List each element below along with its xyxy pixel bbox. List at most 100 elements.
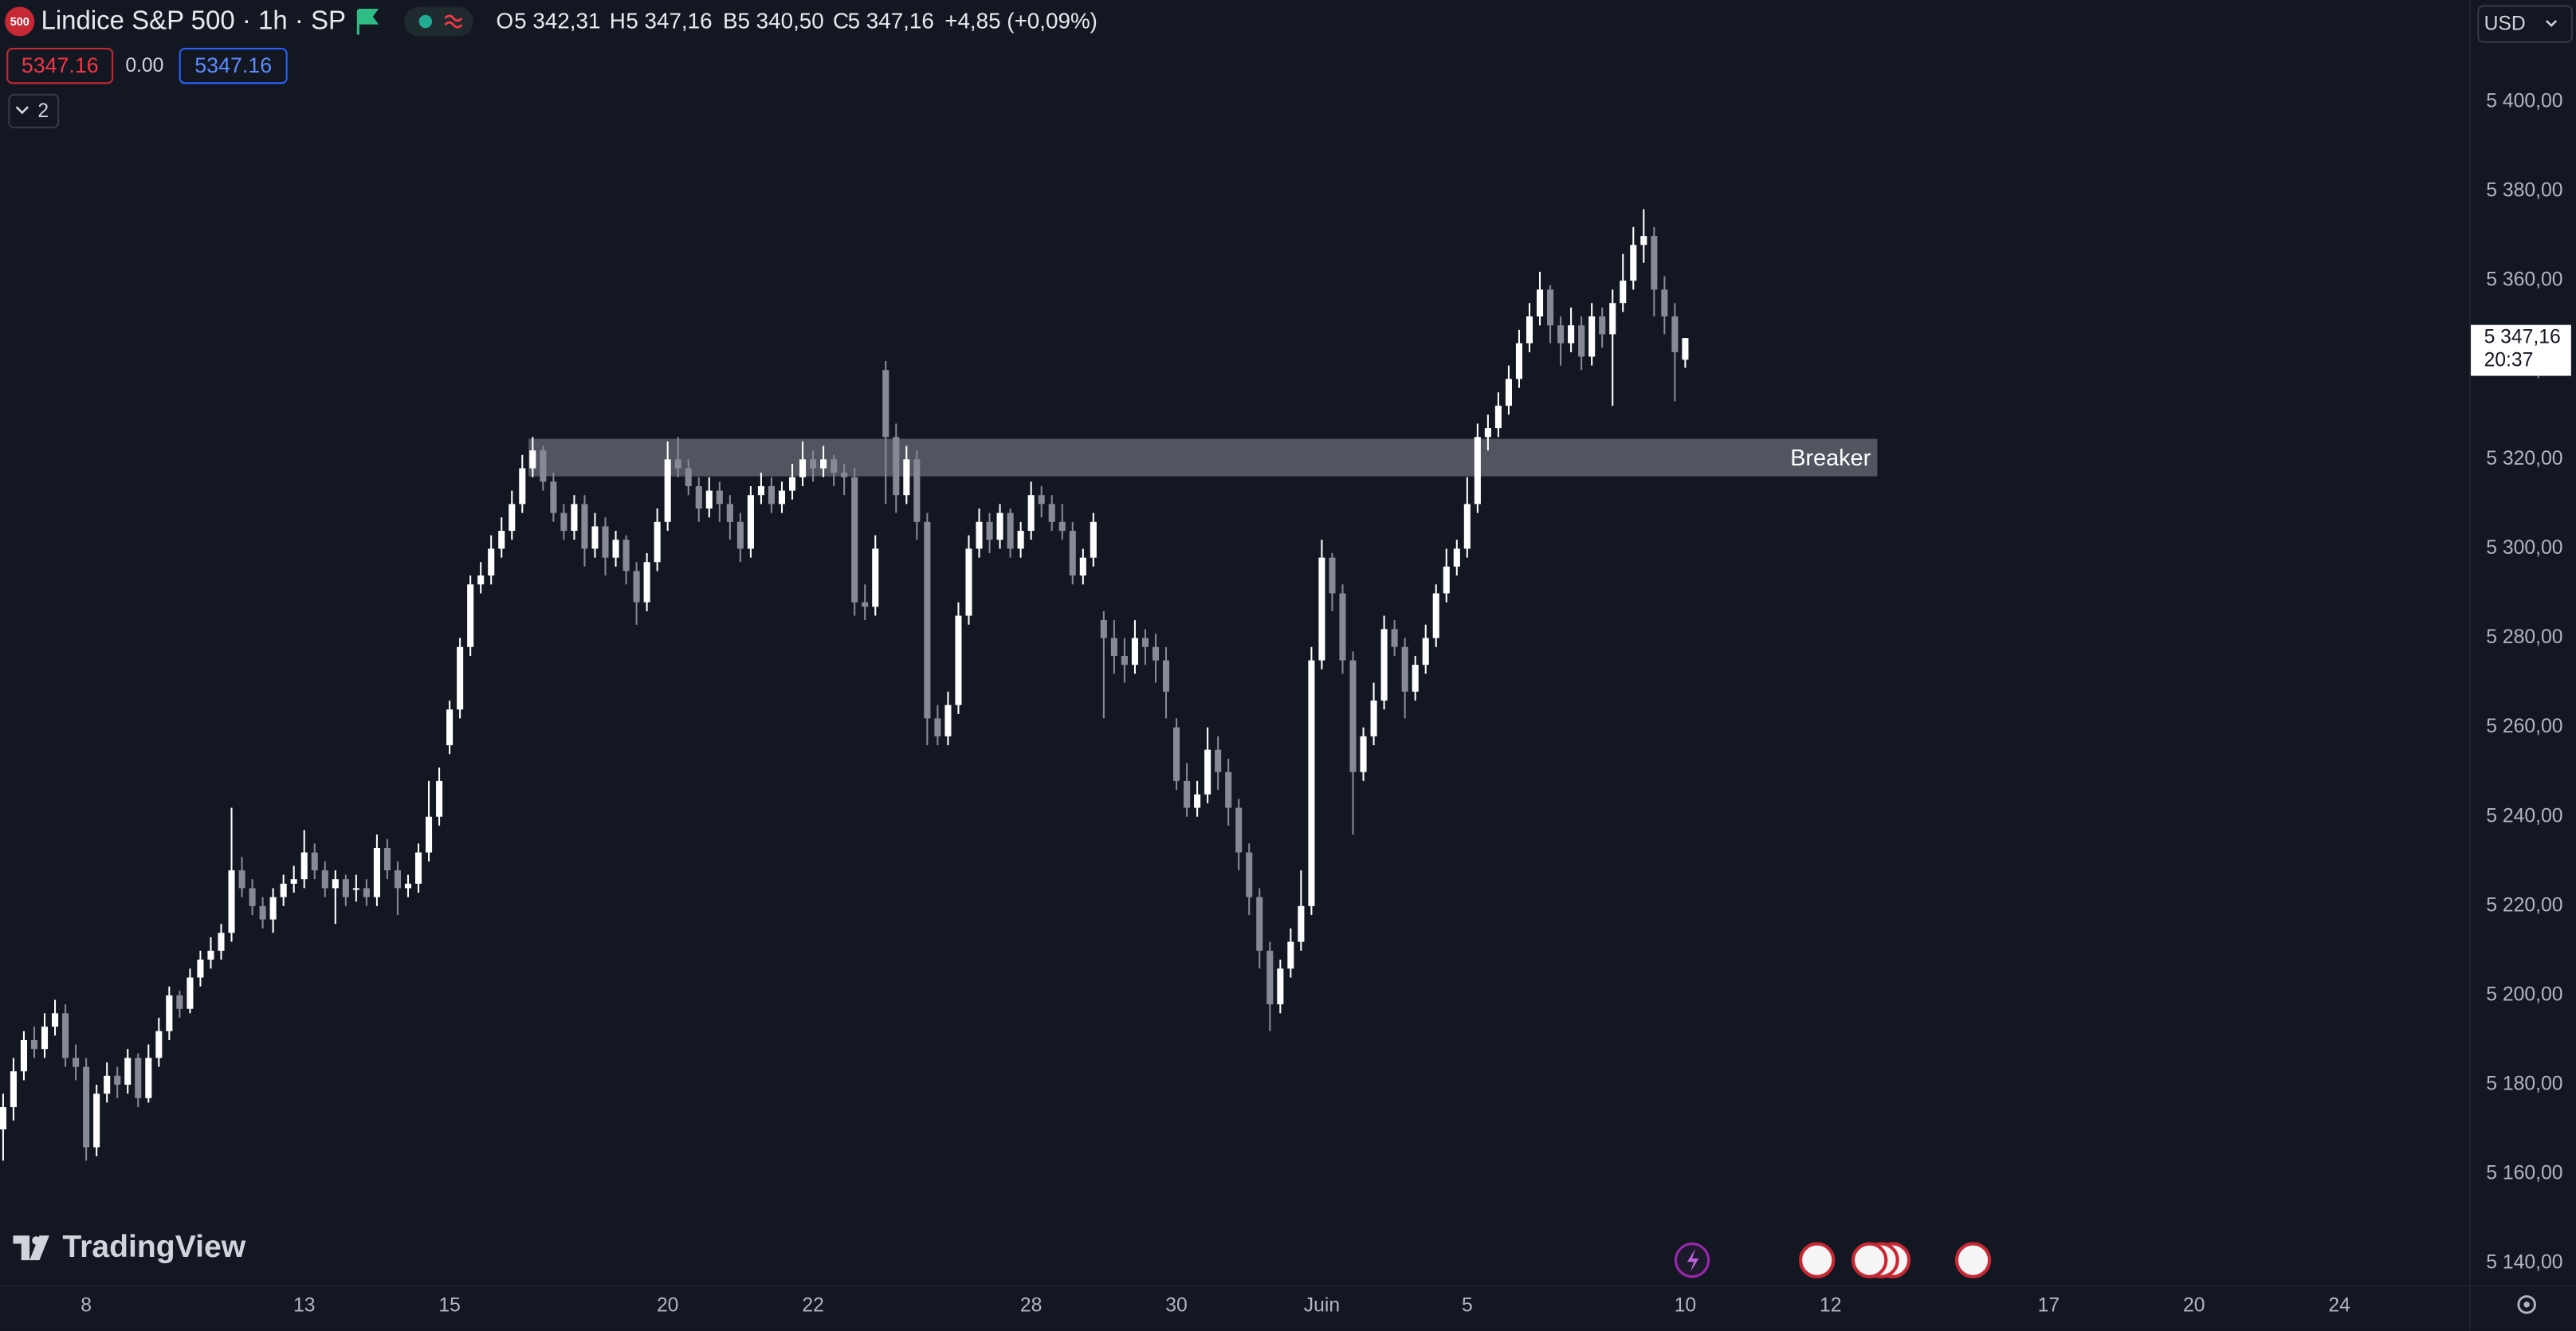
candle-body <box>1079 557 1086 576</box>
candle-body <box>581 504 588 549</box>
candle-body <box>1453 548 1460 567</box>
candle-body <box>135 1058 142 1098</box>
candle-body <box>872 548 879 607</box>
candle-body <box>176 995 183 1009</box>
candle-body <box>1131 638 1138 666</box>
candle-body <box>73 1058 80 1067</box>
candle-body <box>446 709 454 746</box>
candle-body <box>1568 325 1575 344</box>
candle-body <box>1100 620 1107 638</box>
x-tick-label: 8 <box>80 1294 92 1316</box>
candle-body <box>228 870 235 933</box>
x-tick-label: 15 <box>438 1294 461 1316</box>
candle-body <box>383 847 391 870</box>
sell-button[interactable] <box>6 47 114 84</box>
candle-body <box>166 995 173 1031</box>
flag-icon[interactable] <box>356 9 379 35</box>
candle-body <box>944 705 952 736</box>
candle-body <box>509 504 516 532</box>
candle-body <box>820 459 827 469</box>
candle-body <box>674 459 681 469</box>
candle-body <box>300 852 308 880</box>
candle-body <box>1557 325 1565 344</box>
candle-body <box>934 718 941 736</box>
candle-body <box>352 888 359 890</box>
candle-body <box>1194 794 1201 808</box>
candle-body <box>841 473 848 477</box>
candle-body <box>1671 316 1679 352</box>
candle-body <box>1630 245 1637 281</box>
candle-body <box>1443 566 1450 594</box>
candle-body <box>124 1058 132 1085</box>
candle-body <box>519 468 526 505</box>
symbol-title[interactable]: Lindice S&P 500 · 1h · SP <box>41 6 346 35</box>
candle-body <box>1007 512 1014 549</box>
candle-body <box>1141 638 1149 647</box>
event-icon[interactable] <box>1851 1242 1888 1278</box>
candle-body <box>20 1039 28 1072</box>
candle-body <box>1682 338 1689 360</box>
logo-mark[interactable] <box>13 1235 49 1261</box>
candle-body <box>664 459 671 522</box>
candle-body <box>1526 316 1533 344</box>
x-tick-label: 22 <box>802 1294 824 1316</box>
candle-body <box>259 905 266 920</box>
candle-body <box>654 521 661 563</box>
x-tick-label: 10 <box>1675 1294 1697 1316</box>
candle-body <box>1401 646 1408 692</box>
candle-body <box>1121 655 1128 666</box>
settings-icon[interactable] <box>2517 1295 2536 1314</box>
spread: 0.00 <box>125 55 163 77</box>
indicators-toggle[interactable] <box>8 93 60 128</box>
candle-body <box>290 879 297 884</box>
x-tick-label: 17 <box>2038 1294 2060 1316</box>
candle-body <box>93 1093 100 1148</box>
y-tick-label: 5 260,00 <box>2486 716 2562 737</box>
logo-text[interactable]: TradingView <box>62 1230 245 1264</box>
candle-body <box>1225 772 1232 808</box>
candle-body <box>976 521 983 549</box>
x-tick-label: 20 <box>2183 1294 2205 1316</box>
y-tick-label: 5 160,00 <box>2486 1163 2562 1184</box>
candle-body <box>747 495 754 549</box>
candle-body <box>602 526 609 558</box>
change-value: +4,85 (+0,09%) <box>944 8 1098 33</box>
candle-body <box>540 450 547 482</box>
currency-select[interactable] <box>2477 5 2573 43</box>
countdown: 20:37 <box>2484 350 2534 371</box>
candle-body <box>643 562 650 603</box>
candle-body <box>0 1107 6 1130</box>
candle-body <box>1360 736 1367 772</box>
candle-body <box>736 521 744 549</box>
candle-body <box>799 459 807 477</box>
candle-body <box>83 1066 90 1148</box>
x-tick-label: Juin <box>1304 1294 1340 1316</box>
event-icon[interactable] <box>1799 1242 1836 1278</box>
candle-body <box>218 932 225 951</box>
candle-body <box>1308 660 1315 906</box>
buy-button[interactable] <box>179 47 288 84</box>
candle-body <box>1110 638 1117 656</box>
close-label: C <box>833 8 849 33</box>
y-tick-label: 5 200,00 <box>2486 984 2562 1005</box>
candle-body <box>1162 660 1170 692</box>
high-value: 5 347,16 <box>626 8 712 33</box>
candle-body <box>757 485 764 496</box>
event-icon[interactable] <box>1954 1242 1992 1278</box>
y-tick-label: 5 380,00 <box>2486 180 2562 202</box>
y-tick-label: 5 220,00 <box>2486 894 2562 916</box>
candle-body <box>831 459 838 473</box>
candle-body <box>560 512 567 532</box>
symbol-icon[interactable] <box>5 6 35 37</box>
status-pill[interactable] <box>404 6 473 37</box>
zone-label: Breaker <box>1790 446 1871 471</box>
candle-body <box>986 521 993 540</box>
y-tick-label: 5 280,00 <box>2486 626 2562 648</box>
x-tick-label: 12 <box>1820 1294 1841 1316</box>
candle-body <box>238 870 245 889</box>
candle-body <box>145 1058 152 1098</box>
candle-body <box>342 879 349 897</box>
candle-body <box>1058 521 1066 532</box>
candle-body <box>695 485 702 509</box>
